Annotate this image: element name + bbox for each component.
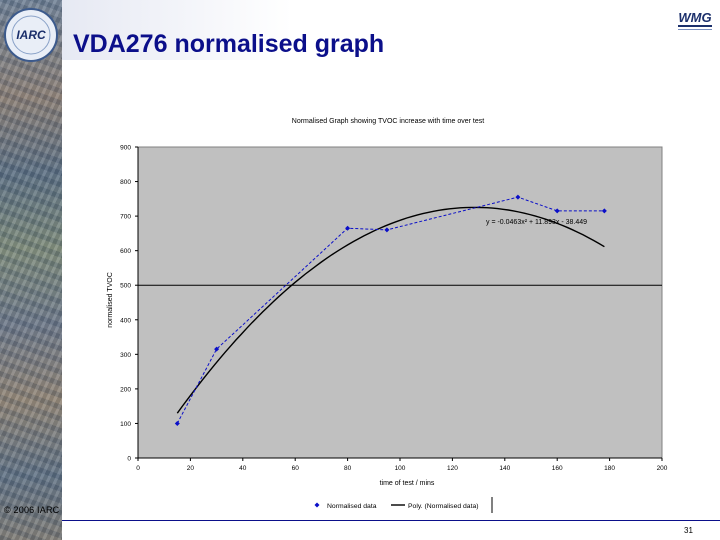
y-tick-label: 800 — [120, 179, 131, 186]
copyright-notice: © 2006 IARC — [4, 505, 60, 515]
y-tick-label: 300 — [120, 352, 131, 359]
y-tick-label: 700 — [120, 214, 131, 221]
left-photo-strip — [0, 0, 62, 540]
data-point — [601, 208, 607, 214]
iarc-logo-text: IARC — [16, 28, 46, 42]
page-number: 31 — [684, 526, 693, 535]
y-tick-label: 500 — [120, 283, 131, 290]
data-point — [174, 420, 180, 426]
legend-label-data: Normalised data — [327, 503, 377, 510]
data-point — [554, 208, 560, 214]
x-tick-label: 120 — [447, 465, 458, 472]
x-tick-label: 60 — [292, 465, 300, 472]
x-tick-label: 40 — [239, 465, 247, 472]
page-title: VDA276 normalised graph — [73, 30, 385, 58]
x-tick-label: 20 — [187, 465, 195, 472]
x-tick-label: 200 — [657, 465, 668, 472]
iarc-logo: IARC — [4, 8, 58, 62]
wmg-logo-text: WMG — [678, 10, 711, 25]
data-point — [384, 227, 390, 233]
x-tick-label: 140 — [499, 465, 510, 472]
wmg-logo: WMG — [678, 10, 712, 30]
trend-equation: y = -0.0463x² + 11.893x - 38.449 — [486, 219, 587, 226]
y-tick-label: 400 — [120, 317, 131, 324]
chart-title: Normalised Graph showing TVOC increase w… — [292, 118, 485, 125]
plot-area — [137, 146, 663, 459]
x-tick-label: 0 — [136, 465, 140, 472]
x-tick-label: 100 — [395, 465, 406, 472]
data-point — [515, 194, 521, 200]
x-tick-label: 180 — [604, 465, 615, 472]
y-tick-label: 900 — [120, 145, 131, 152]
x-tick-label: 160 — [552, 465, 563, 472]
legend-marker-data — [314, 502, 320, 508]
y-tick-label: 200 — [120, 386, 131, 393]
footer-rule — [62, 520, 720, 521]
x-axis-label: time of test / mins — [380, 480, 435, 487]
y-tick-label: 600 — [120, 248, 131, 255]
trend-line — [176, 206, 605, 414]
title-bar — [62, 0, 720, 60]
legend-label-trend: Poly. (Normalised data) — [408, 503, 479, 510]
y-tick-label: 0 — [127, 456, 131, 463]
x-tick-label: 80 — [344, 465, 352, 472]
data-point — [345, 225, 351, 231]
data-point — [214, 346, 220, 352]
y-tick-label: 100 — [120, 421, 131, 428]
legend: Normalised data Poly. (Normalised data) — [305, 497, 493, 513]
y-axis-label: normalised TVOC — [107, 272, 114, 328]
